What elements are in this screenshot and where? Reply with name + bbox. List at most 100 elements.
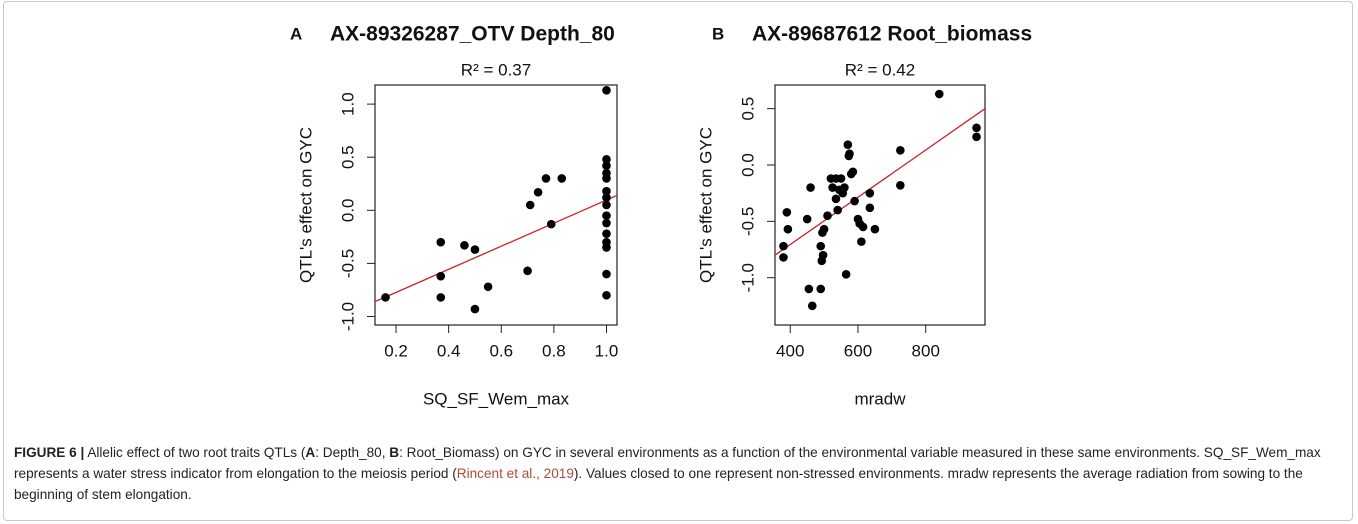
subtitle: R² = 0.42 (845, 60, 915, 79)
caption-text: : Root_Biomass) on GYC in several enviro… (14, 445, 1321, 481)
y-tick-label: -1.0 (738, 263, 757, 292)
point (818, 250, 828, 260)
point (972, 123, 981, 133)
y-tick-label: 0.0 (738, 153, 757, 177)
plot-frame (374, 84, 618, 326)
caption-label: FIGURE 6 | (14, 445, 85, 460)
point (436, 293, 446, 302)
panel-label: B (712, 24, 724, 43)
caption-text: Allelic effect of two root traits QTLs ( (87, 445, 306, 460)
y-axis-label: QTL's effect on GYC (296, 127, 315, 283)
x-axis-label: SQ_SF_Wem_max (423, 389, 570, 408)
point (896, 180, 905, 190)
point (779, 241, 788, 251)
caption-text: A (305, 445, 316, 460)
point (602, 193, 611, 202)
point (602, 211, 611, 220)
point (840, 183, 849, 192)
x-axis-label: mradw (854, 389, 906, 408)
subtitle: R² = 0.37 (461, 60, 531, 79)
point (602, 155, 611, 164)
y-tick-label: -0.5 (338, 249, 357, 278)
point (850, 196, 859, 206)
plot-frame (774, 84, 986, 326)
point (819, 224, 829, 234)
point (602, 290, 611, 300)
x-tick-label: 800 (912, 341, 940, 360)
point (843, 140, 853, 150)
x-tick-label: 1.0 (595, 341, 619, 360)
point (816, 241, 826, 251)
point (602, 218, 611, 228)
x-tick-label: 0.2 (384, 341, 408, 360)
figure: A AX-89326287_OTV Depth_80 R² = 0.37 SQ_SF_… (290, 23, 1032, 409)
point (602, 86, 611, 95)
point (802, 214, 812, 224)
fit-line (374, 194, 618, 303)
point (823, 211, 832, 221)
point (828, 183, 837, 192)
caption-text: ). Values closed to one represent non-st… (14, 466, 1303, 502)
chart-title: AX-89687612 Root_biomass (752, 23, 1032, 46)
x-tick-label: 0.8 (542, 341, 566, 360)
point (470, 304, 480, 314)
point (436, 271, 446, 281)
point (533, 187, 543, 197)
citation-link[interactable]: Rincent et al., 2019 (456, 466, 574, 481)
y-tick-label: -1.0 (338, 302, 357, 331)
point (381, 293, 390, 302)
point (602, 229, 611, 238)
point (557, 174, 567, 183)
caption: FIGURE 6 | Allelic effect of two root tr… (14, 442, 1334, 505)
point (779, 253, 788, 262)
point (841, 269, 851, 279)
fit-line (774, 108, 986, 256)
point (934, 89, 944, 99)
point (483, 282, 493, 292)
point (782, 208, 792, 217)
point (865, 188, 875, 198)
point (896, 146, 905, 155)
point (804, 284, 814, 294)
point (436, 237, 446, 247)
caption-text: : Depth_80, (315, 445, 390, 460)
point (470, 245, 480, 254)
point (836, 174, 846, 183)
y-tick-label: -0.5 (738, 207, 757, 236)
panel-label: A (290, 24, 302, 43)
point (857, 237, 866, 246)
point (807, 301, 817, 311)
point (525, 200, 535, 210)
chart-title: AX-89326287_OTV Depth_80 (330, 23, 615, 46)
x-tick-label: 400 (776, 341, 804, 360)
point (870, 224, 880, 234)
point (858, 222, 868, 232)
point (602, 174, 611, 183)
point (816, 284, 826, 294)
point (602, 161, 611, 171)
point (783, 224, 793, 234)
point (460, 241, 469, 250)
point (806, 183, 815, 192)
y-tick-label: 0.5 (738, 97, 757, 121)
x-tick-label: 0.4 (437, 341, 461, 360)
point (602, 243, 611, 252)
y-tick-label: 1.0 (338, 92, 357, 116)
point (602, 186, 611, 196)
point (541, 174, 551, 183)
point (845, 149, 854, 159)
point (833, 205, 842, 215)
x-tick-label: 600 (844, 341, 872, 360)
point (602, 200, 611, 210)
point (523, 266, 532, 276)
point (831, 194, 841, 204)
y-tick-label: 0.0 (338, 198, 357, 222)
point (546, 219, 556, 229)
point (848, 167, 858, 177)
figure-frame (3, 1, 1353, 521)
point (972, 132, 981, 142)
point (602, 269, 611, 279)
y-tick-label: 0.5 (338, 145, 357, 169)
point (865, 203, 875, 213)
